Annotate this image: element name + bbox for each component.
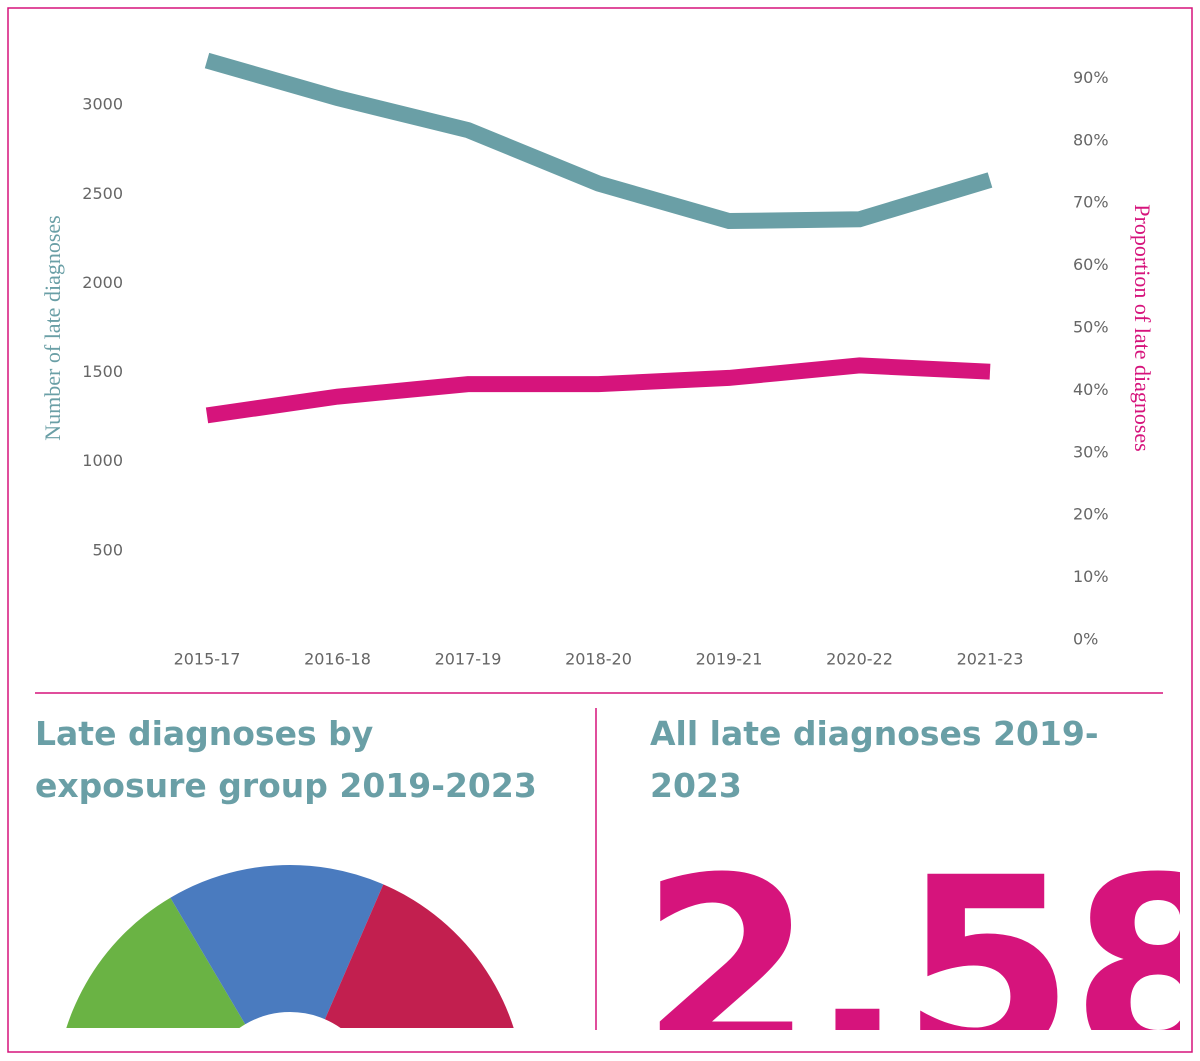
y-tick-label: 3000 — [82, 95, 123, 114]
y-tick-label: 500 — [92, 540, 123, 559]
y2-tick-label: 30% — [1073, 442, 1109, 461]
donut-segment — [324, 884, 514, 1028]
x-tick-label: 2017-19 — [435, 650, 502, 669]
y2-tick-label: 60% — [1073, 255, 1109, 274]
x-tick-label: 2019-21 — [696, 650, 763, 669]
x-tick-label: 2015-17 — [174, 650, 241, 669]
kpi-title: All late diagnoses 2019-2023 — [650, 714, 1099, 805]
y2-tick-label: 40% — [1073, 380, 1109, 399]
y2-tick-label: 10% — [1073, 567, 1109, 586]
y2-tick-label: 20% — [1073, 505, 1109, 524]
donut-segment — [170, 865, 384, 1025]
y2-tick-label: 90% — [1073, 68, 1109, 87]
data-line — [204, 52, 993, 230]
x-tick-label: 2016-18 — [304, 650, 371, 669]
frame — [7, 7, 1193, 1053]
x-tick-label: 2020-22 — [826, 650, 893, 669]
y-tick-label: 2000 — [82, 273, 123, 292]
y-tick-label: 2500 — [82, 184, 123, 203]
y2-axis-title: Proportion of late diagnoses — [1130, 204, 1155, 451]
donut-segment — [66, 897, 246, 1028]
y2-tick-label: 80% — [1073, 130, 1109, 149]
y-tick-label: 1500 — [82, 362, 123, 381]
donut-title: Late diagnoses by exposure group 2019-20… — [35, 714, 537, 805]
y2-tick-label: 50% — [1073, 318, 1109, 337]
x-tick-label: 2021-23 — [957, 650, 1024, 669]
donut — [66, 865, 514, 1028]
data-line — [205, 357, 991, 424]
x-tick-label: 2018-20 — [565, 650, 632, 669]
y-tick-label: 1000 — [82, 451, 123, 470]
y2-tick-label: 70% — [1073, 193, 1109, 212]
kpi-value: 2,587 — [640, 824, 1180, 1030]
y2-tick-label: 0% — [1073, 630, 1098, 649]
y-axis-title: Number of late diagnoses — [40, 215, 65, 440]
